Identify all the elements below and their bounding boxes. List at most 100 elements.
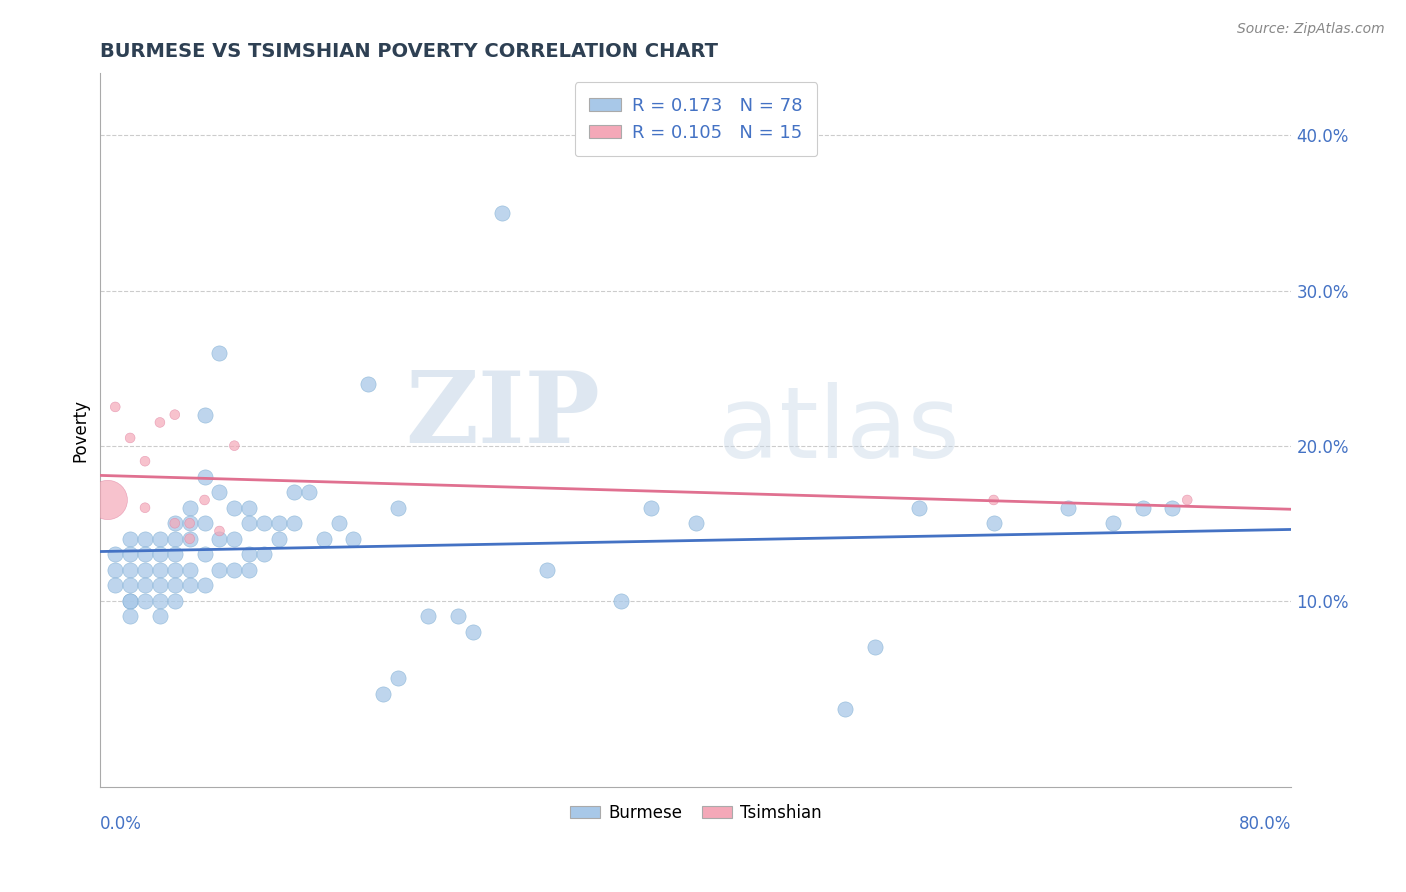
Text: BURMESE VS TSIMSHIAN POVERTY CORRELATION CHART: BURMESE VS TSIMSHIAN POVERTY CORRELATION…: [100, 42, 718, 61]
Point: [104, 563, 127, 577]
Point: [134, 532, 156, 546]
Point: [983, 516, 1005, 531]
Point: [194, 516, 217, 531]
Point: [163, 578, 186, 592]
Point: [104, 547, 127, 561]
Point: [149, 563, 172, 577]
Point: [163, 516, 186, 531]
Point: [238, 500, 260, 515]
Point: [120, 594, 142, 608]
Point: [238, 547, 260, 561]
Point: [134, 547, 156, 561]
Point: [179, 532, 201, 546]
Point: [179, 578, 201, 592]
Point: [461, 624, 484, 639]
Point: [163, 563, 186, 577]
Point: [387, 671, 409, 685]
Point: [104, 578, 127, 592]
Point: [149, 594, 172, 608]
Point: [208, 485, 231, 500]
Point: [179, 516, 201, 531]
Point: [194, 408, 217, 422]
Point: [134, 594, 156, 608]
Point: [685, 516, 707, 531]
Point: [224, 500, 246, 515]
Point: [447, 609, 470, 624]
Point: [120, 563, 142, 577]
Y-axis label: Poverty: Poverty: [72, 399, 89, 462]
Point: [194, 469, 217, 483]
Point: [640, 500, 662, 515]
Point: [120, 532, 142, 546]
Point: [908, 500, 931, 515]
Point: [194, 493, 217, 508]
Point: [357, 376, 380, 391]
Point: [208, 532, 231, 546]
Point: [610, 594, 633, 608]
Text: Source: ZipAtlas.com: Source: ZipAtlas.com: [1237, 22, 1385, 37]
Point: [120, 609, 142, 624]
Point: [387, 500, 409, 515]
Point: [208, 563, 231, 577]
Point: [163, 594, 186, 608]
Point: [163, 532, 186, 546]
Text: atlas: atlas: [718, 382, 960, 479]
Point: [97, 493, 120, 508]
Point: [373, 687, 395, 701]
Point: [267, 516, 290, 531]
Point: [104, 400, 127, 414]
Point: [1101, 516, 1123, 531]
Point: [1132, 500, 1154, 515]
Point: [120, 547, 142, 561]
Text: 80.0%: 80.0%: [1239, 815, 1292, 833]
Point: [134, 500, 156, 515]
Point: [863, 640, 886, 655]
Point: [149, 609, 172, 624]
Point: [120, 578, 142, 592]
Point: [179, 516, 201, 531]
Point: [134, 563, 156, 577]
Point: [163, 547, 186, 561]
Text: 0.0%: 0.0%: [100, 815, 142, 833]
Point: [253, 516, 276, 531]
Point: [283, 516, 305, 531]
Point: [179, 563, 201, 577]
Point: [208, 345, 231, 359]
Point: [120, 431, 142, 445]
Point: [149, 578, 172, 592]
Point: [267, 532, 290, 546]
Point: [1057, 500, 1080, 515]
Point: [224, 439, 246, 453]
Point: [134, 454, 156, 468]
Point: [224, 563, 246, 577]
Point: [834, 702, 856, 716]
Point: [179, 500, 201, 515]
Point: [416, 609, 439, 624]
Point: [238, 563, 260, 577]
Legend: Burmese, Tsimshian: Burmese, Tsimshian: [562, 797, 828, 829]
Point: [536, 563, 558, 577]
Text: ZIP: ZIP: [406, 368, 600, 465]
Point: [134, 578, 156, 592]
Point: [224, 532, 246, 546]
Point: [342, 532, 364, 546]
Point: [208, 524, 231, 538]
Point: [149, 416, 172, 430]
Point: [283, 485, 305, 500]
Point: [163, 516, 186, 531]
Point: [238, 516, 260, 531]
Point: [983, 493, 1005, 508]
Point: [149, 532, 172, 546]
Point: [194, 547, 217, 561]
Point: [1175, 493, 1198, 508]
Point: [120, 594, 142, 608]
Point: [179, 532, 201, 546]
Point: [194, 578, 217, 592]
Point: [298, 485, 321, 500]
Point: [253, 547, 276, 561]
Point: [312, 532, 335, 546]
Point: [491, 206, 513, 220]
Point: [163, 408, 186, 422]
Point: [149, 547, 172, 561]
Point: [328, 516, 350, 531]
